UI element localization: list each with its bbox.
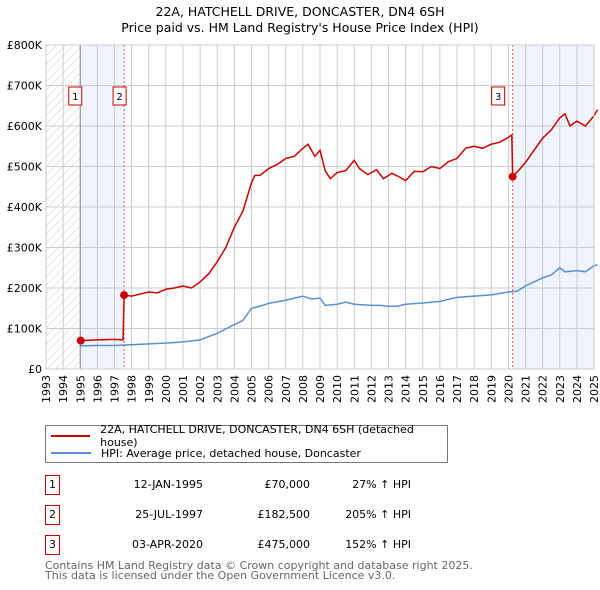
sale-date: 25-JUL-1997	[135, 508, 203, 521]
x-tick-label: 2022	[537, 375, 550, 403]
sale-price: £475,000	[257, 538, 311, 551]
x-tick-label: 2000	[160, 375, 173, 403]
x-tick-label: 2023	[554, 375, 567, 403]
sale-point	[120, 291, 129, 300]
x-tick-label: 2002	[194, 375, 207, 403]
sale-hpi-change: 27% ↑ HPI	[352, 478, 411, 491]
x-tick-label: 2007	[280, 375, 293, 403]
y-tick-label: £300K	[7, 242, 43, 255]
sale-point	[508, 172, 517, 181]
x-tick-label: 2019	[485, 375, 498, 403]
sale-label-box	[491, 86, 506, 106]
sale-date: 03-APR-2020	[131, 538, 203, 551]
x-tick-label: 2025	[588, 375, 600, 403]
sale-hpi-change: 152% ↑ HPI	[345, 538, 411, 551]
property-price-line	[80, 109, 599, 342]
x-tick-label: 2016	[434, 375, 447, 403]
legend: 22A, HATCHELL DRIVE, DONCASTER, DN4 6SH …	[45, 423, 448, 463]
sale-label: 3	[495, 92, 501, 103]
sale-hpi-change: 205% ↑ HPI	[345, 508, 411, 521]
y-tick-label: £0	[28, 363, 42, 376]
x-tick-label: 2012	[365, 375, 378, 403]
footer-licence: This data is licensed under the Open Gov…	[45, 569, 396, 582]
x-tick-label: 1995	[74, 375, 87, 403]
x-tick-label: 2017	[451, 375, 464, 403]
legend-swatch-hpi	[51, 452, 91, 454]
x-tick-label: 2024	[571, 375, 584, 403]
sale-marker-box: 1	[45, 475, 60, 495]
y-tick-label: £500K	[7, 161, 43, 174]
chart-title: 22A, HATCHELL DRIVE, DONCASTER, DN4 6SH	[155, 4, 445, 19]
x-tick-label: 2013	[383, 375, 396, 403]
sale-row: 3 03-APR-2020 £475,000 152% ↑ HPI	[45, 535, 465, 555]
x-tick-label: 1994	[57, 375, 70, 403]
legend-label-property: 22A, HATCHELL DRIVE, DONCASTER, DN4 6SH …	[100, 423, 414, 449]
legend-label-hpi: HPI: Average price, detached house, Donc…	[101, 446, 361, 460]
x-tick-label: 2018	[468, 375, 481, 403]
footer-copyright: Contains HM Land Registry data © Crown c…	[45, 559, 473, 572]
y-tick-label: £400K	[7, 201, 43, 214]
x-tick-label: 1996	[91, 375, 104, 403]
sale-price: £70,000	[264, 478, 311, 491]
x-tick-label: 1999	[143, 375, 156, 403]
legend-swatch-property	[51, 435, 91, 437]
x-tick-label: 2004	[228, 375, 241, 403]
sale-date: 12-JAN-1995	[133, 478, 203, 491]
x-tick-label: 2015	[417, 375, 430, 403]
y-tick-label: £700K	[7, 80, 43, 93]
x-tick-label: 2001	[177, 375, 190, 403]
sale-price: £182,500	[257, 508, 311, 521]
y-tick-label: £100K	[7, 323, 43, 336]
sale-label: 2	[116, 92, 122, 103]
x-tick-label: 2014	[400, 375, 413, 403]
y-tick-label: £600K	[7, 120, 43, 133]
sale-label-box	[68, 86, 83, 106]
x-tick-label: 1998	[126, 375, 139, 403]
legend-item-hpi: HPI: Average price, detached house, Donc…	[46, 445, 361, 461]
legend-item-property: 22A, HATCHELL DRIVE, DONCASTER, DN4 6SH …	[46, 423, 447, 449]
sale-row: 1 12-JAN-1995 £70,000 27% ↑ HPI	[45, 475, 465, 495]
x-tick-label: 2020	[502, 375, 515, 403]
y-tick-label: £200K	[7, 282, 43, 295]
sale-marker-box: 3	[45, 535, 60, 555]
sale-label: 1	[72, 92, 78, 103]
sale-point	[76, 336, 85, 345]
x-tick-label: 1997	[109, 375, 122, 403]
x-tick-label: 2011	[348, 375, 361, 403]
x-tick-label: 2006	[263, 375, 276, 403]
hpi-line	[80, 264, 598, 347]
x-tick-label: 2008	[297, 375, 310, 403]
sale-label-box	[112, 86, 127, 106]
chart-subtitle: Price paid vs. HM Land Registry's House …	[121, 20, 479, 35]
x-tick-label: 2009	[314, 375, 327, 403]
x-tick-label: 2010	[331, 375, 344, 403]
x-tick-label: 2021	[520, 375, 533, 403]
x-tick-label: 2003	[211, 375, 224, 403]
sale-marker-box: 2	[45, 505, 60, 525]
x-tick-label: 1993	[40, 375, 53, 403]
plot-border	[45, 44, 595, 370]
y-tick-label: £800K	[7, 39, 43, 52]
sale-row: 2 25-JUL-1997 £182,500 205% ↑ HPI	[45, 505, 465, 525]
x-tick-label: 2005	[246, 375, 259, 403]
plot-area: 1993 1994 1995 1996 1997 1998 1999 2000 2001 2002…	[7, 39, 600, 403]
